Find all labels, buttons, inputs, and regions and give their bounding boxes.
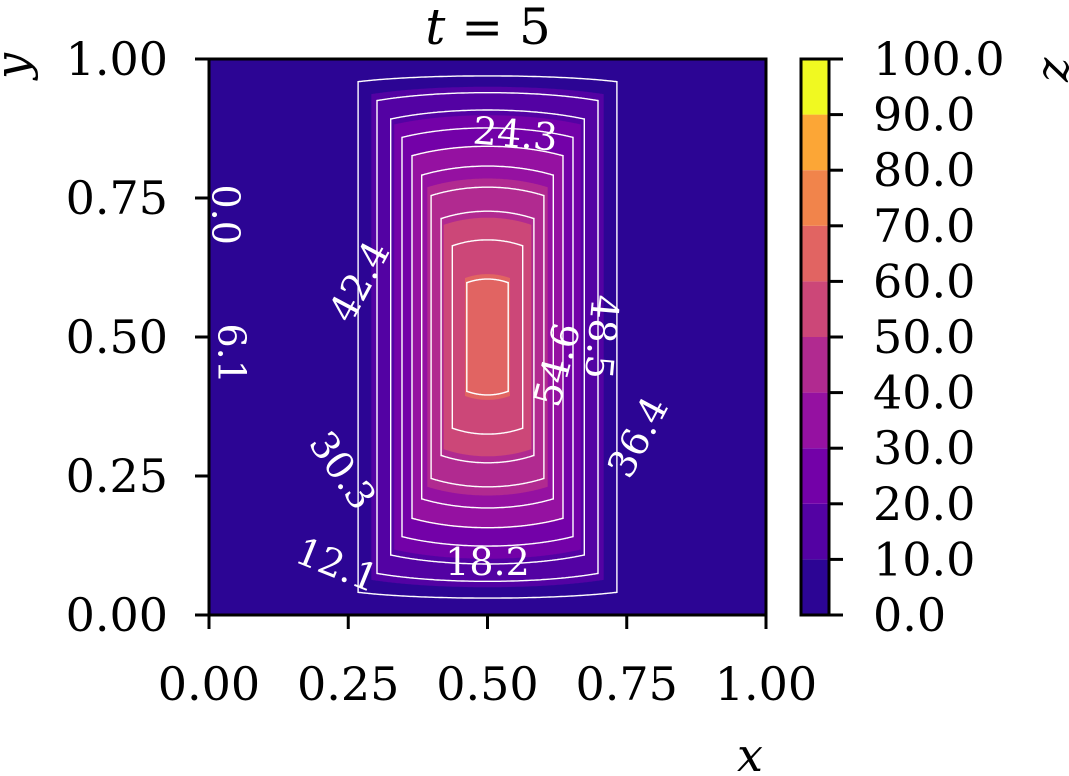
contour-band-6 <box>465 274 510 400</box>
title-variable: t <box>425 0 446 56</box>
contour-line-9 <box>451 239 524 435</box>
plot-area <box>209 59 766 615</box>
colorbar-segment <box>801 448 829 504</box>
colorbar-tick-label: 30.0 <box>873 421 975 475</box>
colorbar-segment <box>801 225 829 282</box>
contour-label: 24.3 <box>471 108 559 159</box>
y-tick-label: 0.00 <box>66 588 168 642</box>
x-tick-label: 0.50 <box>436 657 538 711</box>
colorbar-tick-label: 40.0 <box>873 366 975 420</box>
colorbar-segment <box>801 559 829 615</box>
contour-label: 18.2 <box>445 540 530 584</box>
contour-label: 0.0 <box>204 184 248 244</box>
colorbar-tick-label: 70.0 <box>873 199 975 253</box>
contour-line-1 <box>357 75 618 599</box>
colorbar-segment <box>801 281 829 337</box>
colorbar-segment <box>801 114 829 171</box>
x-tick-label: 0.75 <box>576 657 678 711</box>
contour-line-2 <box>376 92 599 582</box>
y-axis: 0.00 0.25 0.50 0.75 1.00 <box>66 32 209 642</box>
colorbar-label: z <box>1033 57 1069 83</box>
colorbar-segment <box>801 392 829 449</box>
x-axis-label: x <box>737 728 763 776</box>
x-axis: 0.00 0.25 0.50 0.75 1.00 <box>158 615 817 711</box>
x-tick-label: 0.25 <box>297 657 399 711</box>
colorbar-tick-label: 100.0 <box>873 32 1005 86</box>
title-value: = 5 <box>445 0 551 56</box>
colorbar-tick-label: 20.0 <box>873 477 975 531</box>
contour-lines <box>357 75 618 599</box>
y-tick-label: 1.00 <box>66 32 168 86</box>
x-tick-label: 0.00 <box>158 657 260 711</box>
contour-line-5 <box>411 145 564 529</box>
colorbar: 0.010.020.030.040.050.060.070.080.090.01… <box>799 32 1005 642</box>
contour-line-3 <box>390 109 585 565</box>
colorbar-tick-label: 60.0 <box>873 254 975 308</box>
contour-line-8 <box>440 210 535 464</box>
y-tick-label: 0.50 <box>66 310 168 364</box>
contour-line-7 <box>430 186 545 488</box>
contour-line-4 <box>401 127 574 547</box>
contour-label: 48.5 <box>576 293 627 381</box>
colorbar-tick-label: 50.0 <box>873 310 975 364</box>
y-tick-label: 0.25 <box>66 449 168 503</box>
contour-label: 6.1 <box>209 323 253 383</box>
x-tick-label: 1.00 <box>715 657 817 711</box>
contour-line-10 <box>466 278 509 396</box>
colorbar-segment <box>801 59 829 115</box>
colorbar-segment <box>801 337 829 393</box>
y-tick-label: 0.75 <box>66 171 168 225</box>
contour-line-6 <box>421 165 554 509</box>
colorbar-tick-label: 80.0 <box>873 143 975 197</box>
colorbar-tick-label: 90.0 <box>873 88 975 142</box>
chart-title: t = 5 <box>425 0 551 56</box>
colorbar-segment <box>801 170 829 226</box>
y-axis-label: y <box>0 52 39 81</box>
colorbar-segment <box>801 503 829 560</box>
colorbar-tick-label: 10.0 <box>873 532 975 586</box>
colorbar-tick-label: 0.0 <box>873 588 946 642</box>
